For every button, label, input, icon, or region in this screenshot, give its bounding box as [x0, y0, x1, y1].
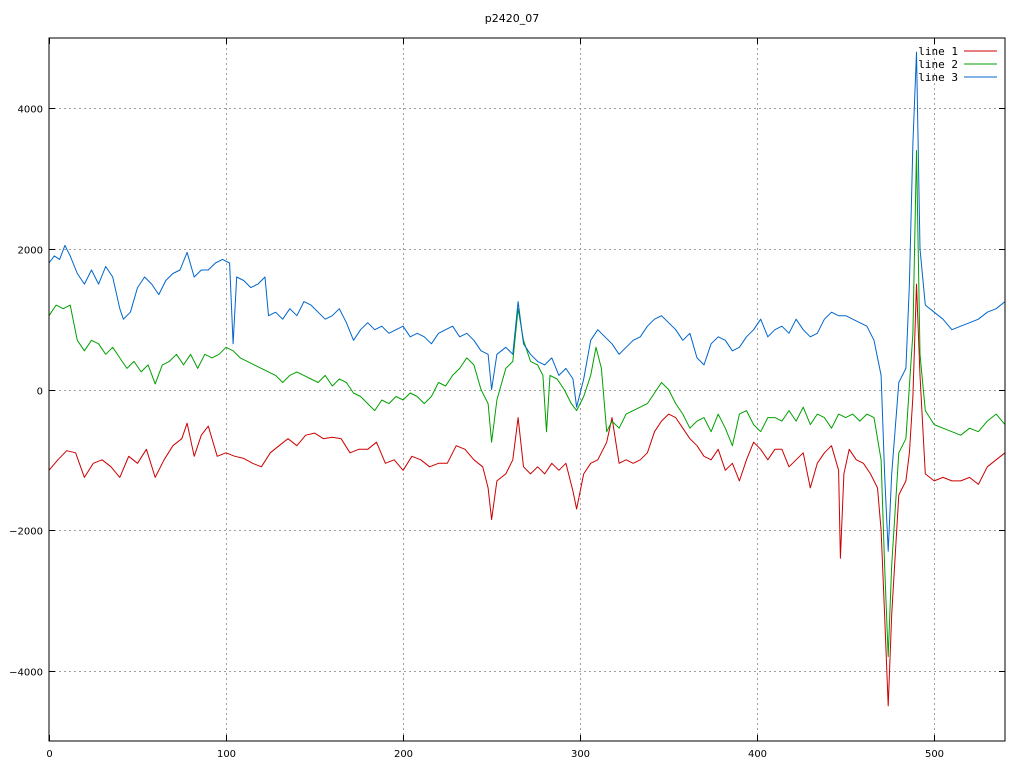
x-tick-label: 100 [217, 749, 236, 760]
chart-title: p2420_07 [485, 12, 539, 25]
x-tick-label: 0 [46, 749, 52, 760]
y-tick-label: 0 [37, 387, 43, 398]
axis-ticks: 0 100 200 300 400 500 −4000 −2000 0 2000 4000 [9, 38, 1005, 760]
y-tick-label: 2000 [18, 246, 43, 257]
x-tick-label: 200 [394, 749, 413, 760]
series-line-1 [48, 283, 1006, 707]
y-tick-label: −4000 [9, 668, 43, 679]
series-line-2 [48, 150, 1006, 658]
legend-label-2: line 2 [918, 58, 958, 71]
x-tick-label: 300 [571, 749, 590, 760]
series-line-3 [48, 51, 1006, 552]
x-tick-label: 500 [925, 749, 944, 760]
grid [49, 38, 1005, 741]
y-tick-label: −2000 [9, 527, 43, 538]
legend-label-1: line 1 [918, 45, 958, 58]
y-tick-label: 4000 [18, 105, 43, 116]
series-lines [48, 51, 1006, 707]
x-tick-label: 400 [748, 749, 767, 760]
legend-label-3: line 3 [918, 71, 958, 84]
plot-frame [48, 37, 1006, 742]
